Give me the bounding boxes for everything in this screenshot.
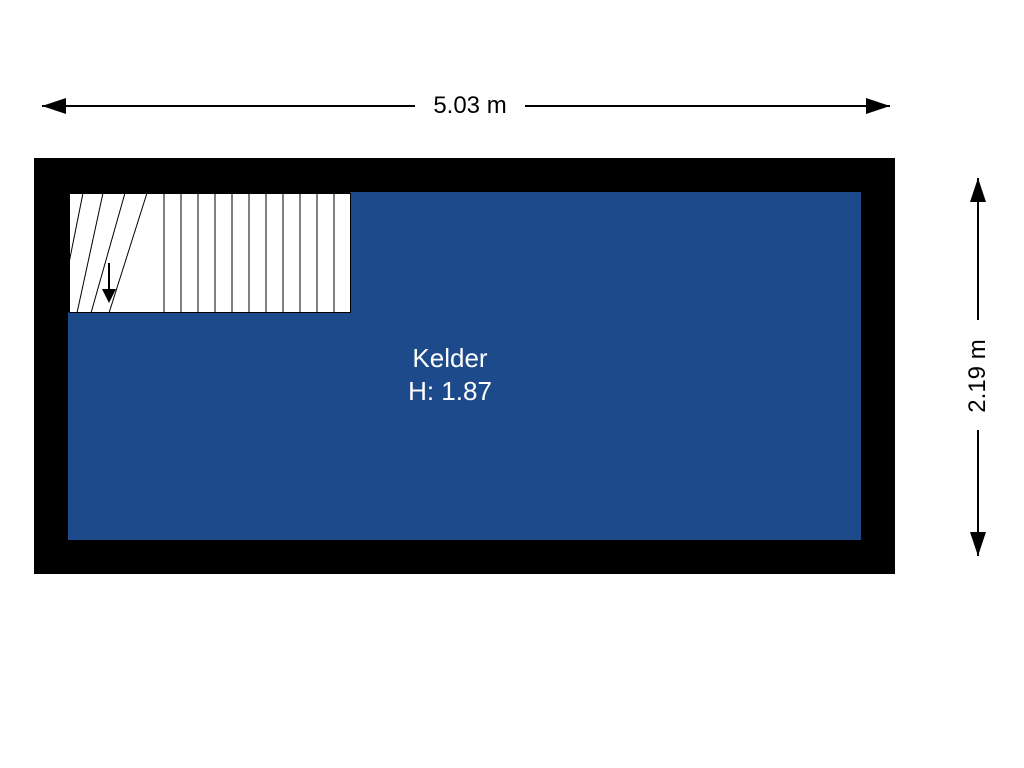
stairs — [68, 192, 350, 312]
room-height: H: 1.87 — [370, 375, 530, 408]
dim-right-arrow-bottom — [970, 532, 986, 556]
room-label: Kelder H: 1.87 — [370, 342, 530, 407]
dim-right-arrow-top — [970, 178, 986, 202]
dim-top-label: 5.03 m — [415, 92, 525, 120]
floorplan-canvas: 5.03 m 2.19 m — [0, 0, 1024, 768]
room-name: Kelder — [370, 342, 530, 375]
dim-right-label: 2.19 m — [964, 326, 992, 426]
dim-top-arrow-left — [42, 98, 66, 114]
stairs-svg — [69, 193, 351, 313]
dim-top-arrow-right — [866, 98, 890, 114]
